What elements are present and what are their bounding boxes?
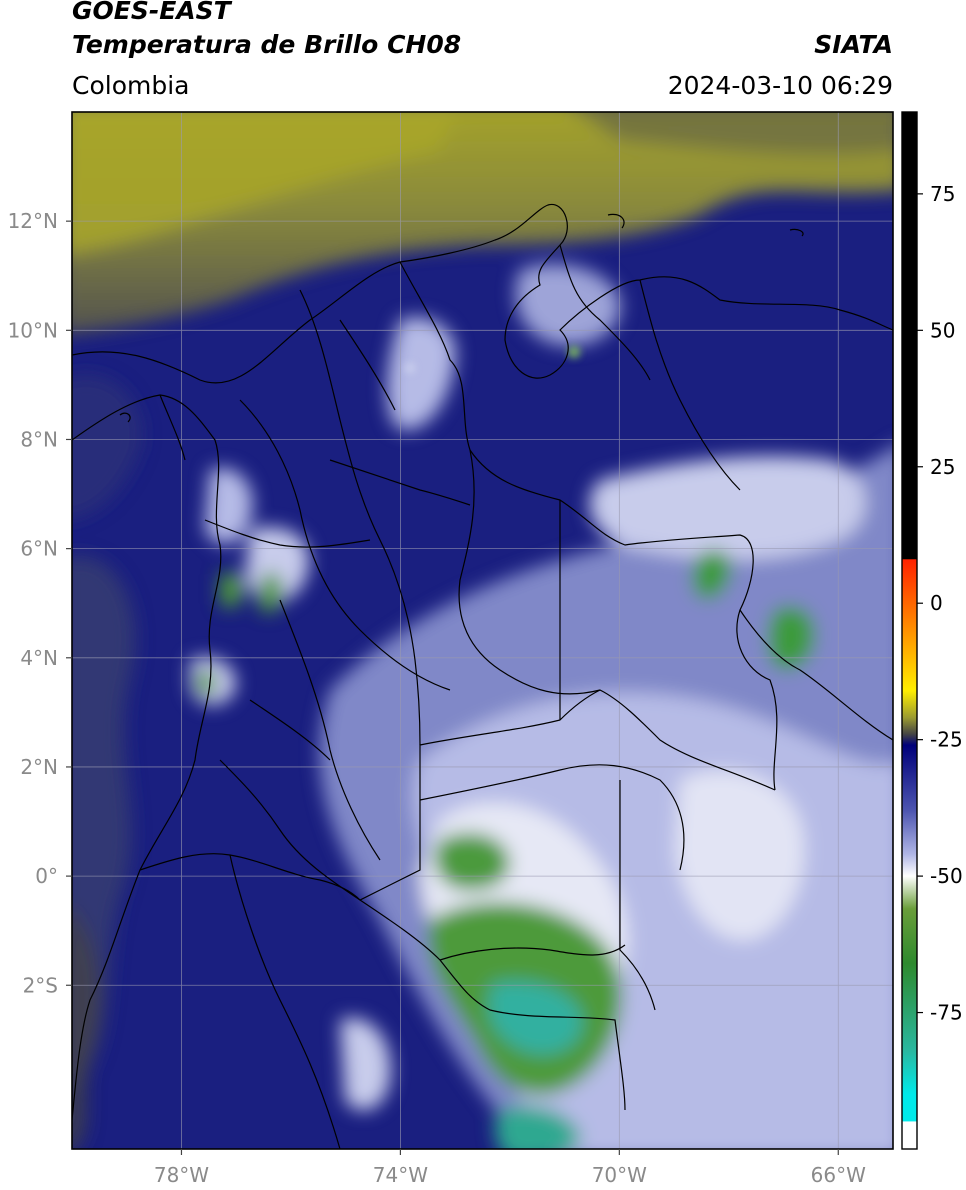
border-venezuela-state-2 bbox=[639, 279, 741, 491]
country-boundaries bbox=[72, 203, 893, 1149]
border-dept-3 bbox=[458, 449, 601, 695]
border-dept-8 bbox=[439, 944, 626, 961]
colorbar-tick-label: -50 bbox=[930, 864, 963, 888]
border-dept-6 bbox=[249, 699, 331, 761]
lon-tick-label: 74°W bbox=[373, 1163, 428, 1187]
lat-tick-label: 4°N bbox=[20, 646, 58, 670]
lat-tick-label: 0° bbox=[35, 864, 58, 888]
border-dept-7 bbox=[419, 764, 685, 871]
border-colombia-brazil bbox=[219, 689, 776, 901]
lat-tick-label: 10°N bbox=[8, 318, 58, 342]
colorbar-tick-label: 25 bbox=[930, 455, 955, 479]
border-ecuador-peru bbox=[229, 854, 341, 1149]
lon-tick-label: 70°W bbox=[592, 1163, 647, 1187]
border-venezuela-state-1 bbox=[559, 244, 651, 381]
colorbar-tick-label: -75 bbox=[930, 1001, 963, 1025]
border-colombia-venezuela bbox=[399, 261, 778, 791]
colorbar-tick-label: -25 bbox=[930, 728, 963, 752]
coastline-caribbean bbox=[72, 203, 893, 384]
lat-tick-label: 6°N bbox=[20, 537, 58, 561]
map-frame bbox=[71, 111, 894, 1150]
colorbar-frame bbox=[901, 111, 918, 1150]
coastline-island-3 bbox=[119, 412, 131, 423]
border-dept-2 bbox=[239, 399, 451, 691]
lat-tick-label: 12°N bbox=[8, 209, 58, 233]
timestamp-label: 2024-03-10 06:29 bbox=[667, 71, 893, 100]
brightness-temperature-imagery bbox=[72, 112, 893, 1149]
colorbar-tick-label: 75 bbox=[930, 182, 955, 206]
colorbar-gradient bbox=[902, 112, 917, 1149]
border-panama-colombia bbox=[159, 394, 186, 461]
border-dept-10 bbox=[339, 319, 396, 411]
lat-tick-label: 8°N bbox=[20, 427, 58, 451]
region-label: Colombia bbox=[72, 71, 190, 100]
colorbar: 75 50 25 0 -25 -50 -75 bbox=[901, 111, 963, 1150]
border-dept-5 bbox=[279, 599, 381, 861]
longitude-tick-labels: 78°W 74°W 70°W 66°W bbox=[154, 1149, 866, 1187]
map-title-product: Temperatura de Brillo CH08 bbox=[72, 30, 462, 59]
map-gridlines bbox=[72, 112, 893, 1149]
border-brazil-venezuela bbox=[739, 609, 893, 741]
coastline-island-1 bbox=[607, 213, 625, 229]
border-colombia-peru bbox=[359, 899, 626, 1111]
coastline-pacific bbox=[72, 394, 222, 1121]
lon-tick-label: 78°W bbox=[154, 1163, 209, 1187]
lat-tick-label: 2°N bbox=[20, 755, 58, 779]
colorbar-tick-label: 0 bbox=[930, 591, 943, 615]
border-dept-1 bbox=[299, 289, 421, 746]
lat-tick-label: 2°S bbox=[23, 973, 58, 997]
border-dept-11 bbox=[204, 519, 371, 548]
colorbar-tick-label: 50 bbox=[930, 318, 955, 342]
border-dept-9 bbox=[619, 780, 656, 1011]
map-title-satellite: GOES-EAST bbox=[72, 0, 231, 25]
border-colombia-ecuador bbox=[139, 853, 361, 901]
border-dept-12 bbox=[329, 459, 471, 506]
latitude-tick-labels: 12°N 10°N 8°N 6°N 4°N 2°N 0° 2°S bbox=[8, 209, 72, 997]
lon-tick-label: 66°W bbox=[811, 1163, 866, 1187]
coastline-island-2 bbox=[789, 228, 804, 237]
brand-label: SIATA bbox=[814, 30, 893, 59]
